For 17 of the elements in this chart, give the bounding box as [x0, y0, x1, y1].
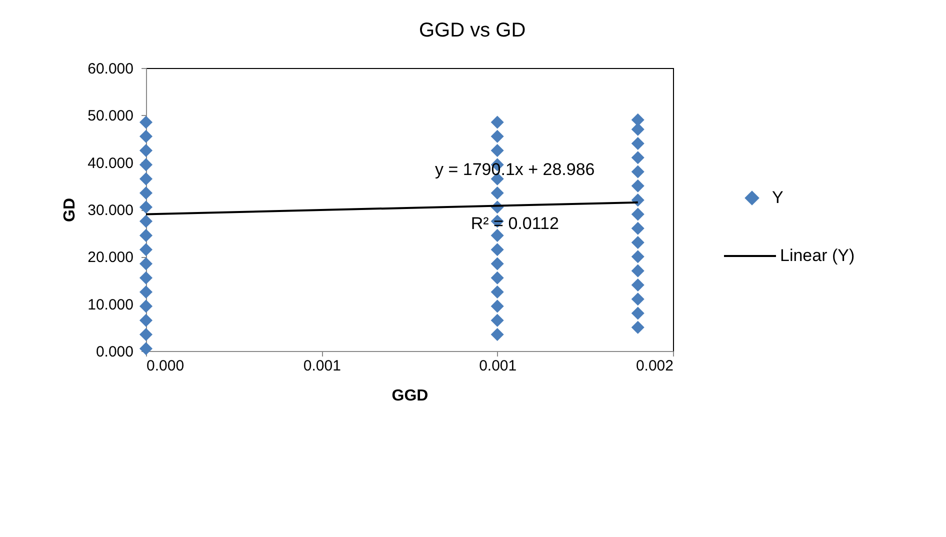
y-tick-label: 30.000 [88, 202, 134, 219]
y-tick-label: 10.000 [88, 296, 134, 314]
legend-label: Y [772, 188, 784, 207]
y-tick-label: 50.000 [88, 108, 134, 125]
legend-label: Linear (Y) [780, 246, 855, 265]
x-tick-label: 0.001 [479, 358, 517, 374]
y-tick-label: 20.000 [88, 249, 134, 266]
chart-title: GGD vs GD [418, 20, 526, 42]
x-axis-title: GGD [392, 388, 428, 404]
y-axis-title: GD [62, 198, 79, 222]
y-tick-label: 40.000 [88, 154, 134, 172]
x-tick-label: 0.000 [146, 358, 184, 374]
annotation: y = 1790.1x + 28.986 [435, 160, 595, 179]
y-tick-label: 60.000 [88, 60, 134, 78]
y-tick-label: 0.000 [96, 344, 134, 360]
x-tick-label: 0.002 [636, 358, 674, 374]
x-tick-label: 0.001 [303, 358, 341, 374]
